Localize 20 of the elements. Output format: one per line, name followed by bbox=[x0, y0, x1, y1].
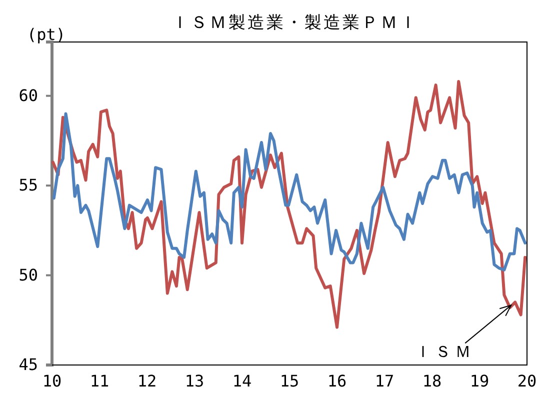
x-tick-label: 19 bbox=[470, 371, 490, 390]
line-series bbox=[51, 80, 527, 329]
x-tick-label: 17 bbox=[374, 371, 394, 390]
x-tick-label: 20 bbox=[517, 371, 537, 390]
x-tick-label: 18 bbox=[422, 371, 442, 390]
x-tick-label: 12 bbox=[137, 371, 157, 390]
y-tick-label: 45 bbox=[18, 355, 38, 374]
y-tick-label: 55 bbox=[18, 176, 38, 195]
y-axis-title: (pt) bbox=[27, 25, 66, 44]
annotation: ＩＳＭ bbox=[415, 342, 476, 362]
x-tick-label: 11 bbox=[90, 371, 110, 390]
y-tick-label: 50 bbox=[18, 265, 38, 284]
x-tick-label: 15 bbox=[280, 371, 300, 390]
x-tick-label: 10 bbox=[42, 371, 62, 390]
x-tick-label: 13 bbox=[184, 371, 204, 390]
line-series bbox=[52, 112, 527, 272]
x-tick-label: 14 bbox=[232, 371, 252, 390]
chart-title: ＩＳＭ製造業・製造業ＰＭＩ bbox=[172, 13, 418, 33]
y-tick-label: 60 bbox=[18, 86, 38, 105]
x-tick-label: 16 bbox=[327, 371, 347, 390]
